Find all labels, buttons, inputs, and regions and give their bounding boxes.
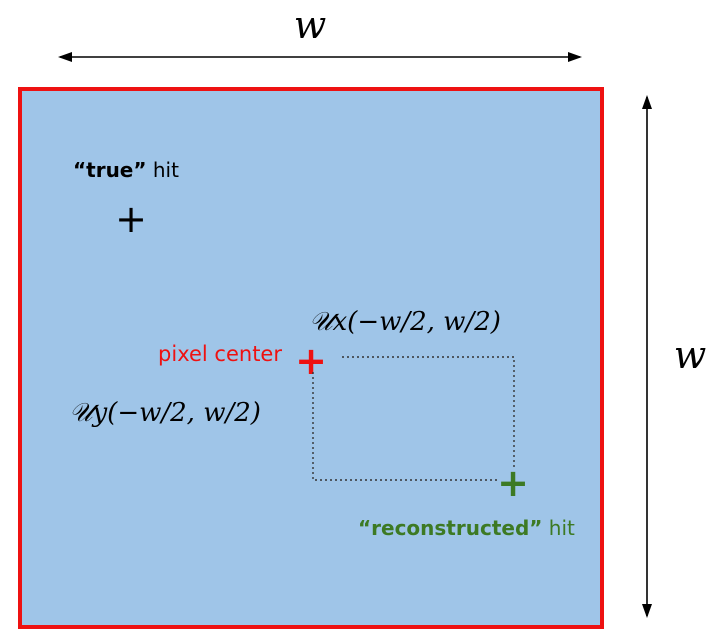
true-hit-marker: + [115,197,147,241]
uy-distribution-label: 𝒰y(−w/2, w/2) [69,398,261,428]
reconstructed-quoted-word: “reconstructed” [358,516,542,540]
reconstructed-hit-label: “reconstructed” hit [358,516,575,540]
reconstructed-suffix: hit [542,516,575,540]
pixel-center-label: pixel center [158,342,282,366]
true-hit-suffix: hit [147,158,180,182]
true-hit-label: “true” hit [73,158,179,182]
right-width-label: w [674,333,707,377]
top-width-label: w [294,3,327,47]
ux-distribution-label: 𝒰x(−w/2, w/2) [309,307,501,337]
horizontal-offset-path [342,356,515,468]
reconstructed-hit-marker: + [497,461,529,505]
pixel-center-marker: + [295,339,327,383]
vertical-offset-path [312,372,500,481]
pixel-square [18,87,604,629]
true-hit-quoted-word: “true” [73,158,147,182]
